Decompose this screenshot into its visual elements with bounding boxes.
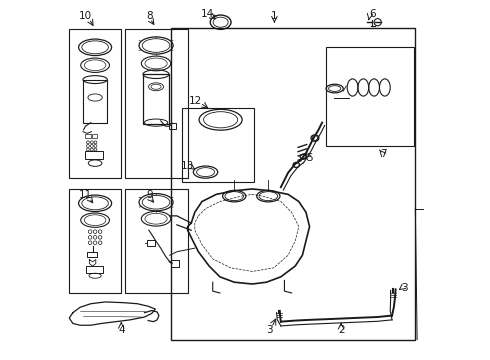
Bar (85, 134, 91, 138)
Text: 9: 9 (147, 190, 153, 200)
Bar (69, 189, 122, 293)
Text: 13: 13 (181, 161, 194, 171)
Bar (87, 266, 102, 273)
Text: 6: 6 (369, 9, 376, 19)
Text: 10: 10 (79, 11, 92, 21)
Text: 12: 12 (189, 96, 202, 106)
Bar (172, 260, 179, 267)
Bar (143, 74, 169, 125)
Text: 8: 8 (147, 11, 153, 21)
Bar (87, 252, 97, 257)
Bar (172, 28, 416, 339)
Text: 5: 5 (306, 153, 313, 163)
Bar (125, 189, 188, 293)
Bar (169, 123, 176, 129)
Text: 2: 2 (338, 325, 344, 335)
Text: 7: 7 (380, 149, 387, 159)
Bar (69, 30, 122, 178)
Text: 14: 14 (201, 9, 214, 19)
Bar (182, 108, 254, 182)
Bar (326, 47, 414, 146)
Text: 3: 3 (401, 283, 408, 293)
Text: 4: 4 (118, 325, 124, 335)
Bar (92, 134, 97, 138)
Text: 1: 1 (271, 11, 278, 21)
Bar (85, 151, 103, 159)
Bar (125, 30, 188, 178)
Bar (147, 240, 155, 246)
Bar (83, 80, 107, 123)
Text: 3: 3 (266, 325, 272, 335)
Text: 11: 11 (79, 190, 92, 200)
